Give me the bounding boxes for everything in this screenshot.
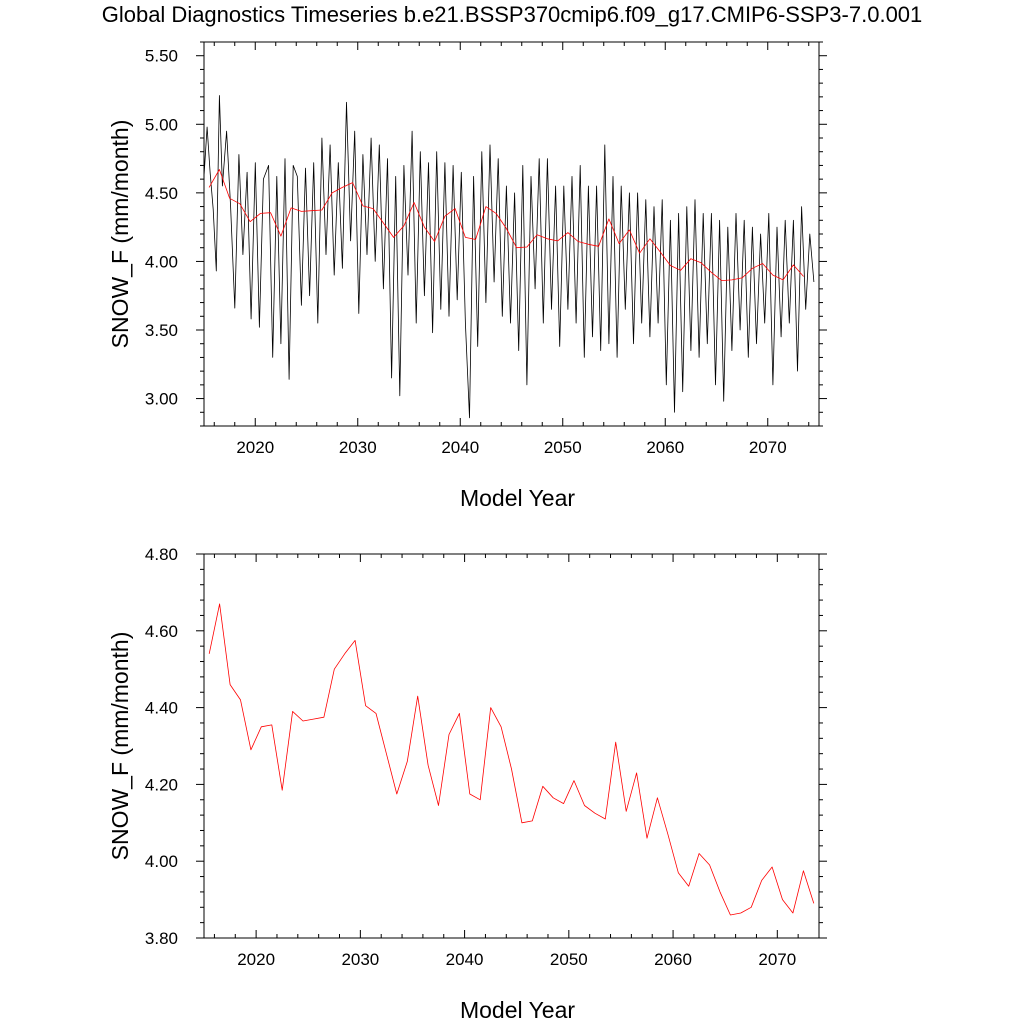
x-tick-label: 2030: [341, 950, 379, 969]
x-tick-label: 2030: [339, 438, 377, 457]
x-tick-label: 2070: [758, 950, 796, 969]
y-tick-label: 4.00: [145, 252, 178, 271]
y-tick-label: 4.20: [145, 775, 178, 794]
series-group: [208, 603, 815, 916]
x-axis-title: Model Year: [460, 485, 575, 511]
x-tick-label: 2050: [550, 950, 588, 969]
series-line-0: [204, 95, 815, 419]
x-tick-label: 2040: [446, 950, 484, 969]
series-line-0: [208, 603, 815, 916]
y-tick-label: 5.00: [145, 115, 178, 134]
x-tick-label: 2020: [237, 950, 275, 969]
x-tick-label: 2020: [236, 438, 274, 457]
y-tick-label: 3.00: [145, 390, 178, 409]
y-tick-label: 3.50: [145, 321, 178, 340]
plot-frame: [203, 41, 820, 427]
x-tick-label: 2060: [646, 438, 684, 457]
x-tick-label: 2050: [544, 438, 582, 457]
y-axis-title: SNOW_F (mm/month): [107, 120, 133, 349]
y-tick-label: 4.60: [145, 622, 178, 641]
y-tick-label: 4.00: [145, 852, 178, 871]
y-axis-title: SNOW_F (mm/month): [107, 632, 133, 861]
x-axis-title: Model Year: [460, 997, 575, 1023]
y-tick-label: 3.80: [145, 929, 178, 948]
x-tick-label: 2070: [749, 438, 787, 457]
series-line-1: [208, 169, 804, 282]
page-title: Global Diagnostics Timeseries b.e21.BSSP…: [101, 2, 923, 27]
y-tick-label: 5.50: [145, 47, 178, 66]
x-tick-label: 2040: [441, 438, 479, 457]
plot-frame: [203, 553, 820, 939]
y-tick-label: 4.40: [145, 699, 178, 718]
y-tick-label: 4.50: [145, 184, 178, 203]
top-panel: 2020 2030 2040 2050 2060 2070 3.00 3.50 4.00 4.50…: [107, 41, 827, 511]
x-tick-label: 2060: [654, 950, 692, 969]
y-tick-label: 4.80: [145, 545, 178, 564]
series-group: [204, 95, 815, 419]
bottom-panel: 2020 2030 2040 2050 2060 2070 3.80 4.00 4.20 4.40…: [107, 545, 827, 1023]
